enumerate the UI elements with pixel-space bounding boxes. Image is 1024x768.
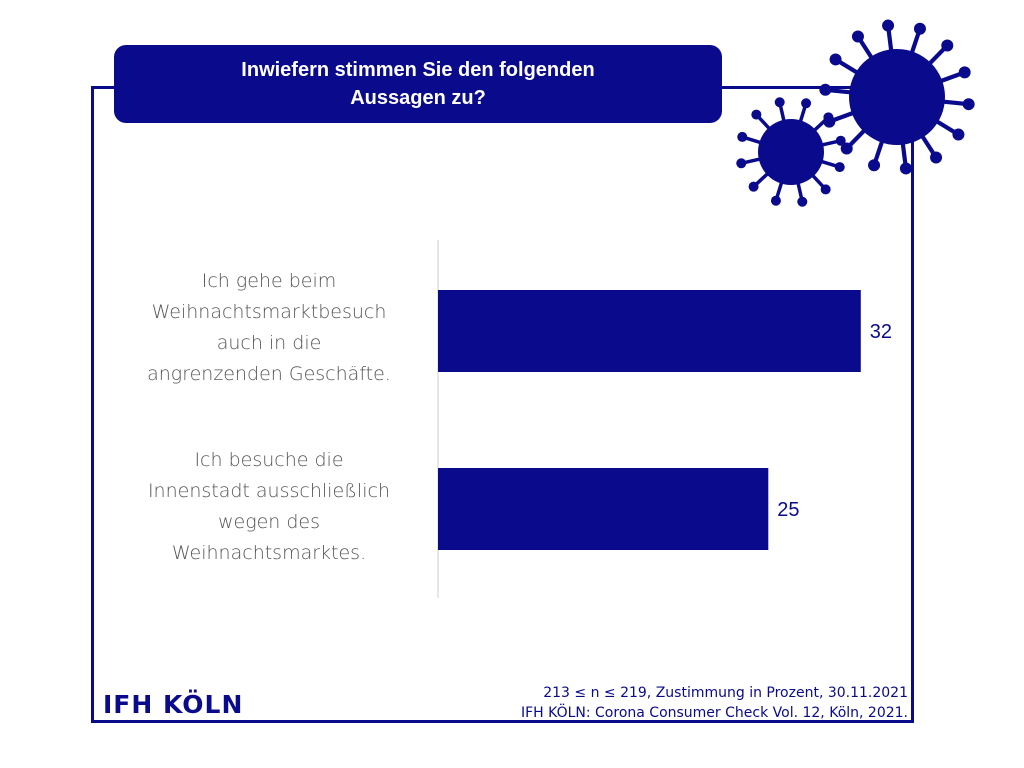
- category-label-line: wegen des: [217, 511, 321, 533]
- title-line-2: Aussagen zu?: [350, 87, 486, 109]
- bar-1: [438, 290, 861, 372]
- category-label-1: Ich gehe beim Weihnachtsmarktbesuch auch i…: [109, 266, 429, 390]
- footnote-source: IFH KÖLN: Corona Consumer Check Vol. 12,…: [521, 705, 908, 721]
- chart-title: Inwiefern stimmen Sie den folgenden Auss…: [114, 45, 722, 123]
- footnote-sample-info: 213 ≤ n ≤ 219, Zustimmung in Prozent, 30…: [543, 685, 908, 701]
- category-label-line: Ich besuche die: [194, 449, 344, 471]
- bar-value-label-2: 25: [777, 499, 799, 521]
- brand-logo: IFH KÖLN: [103, 690, 244, 719]
- footnote: 213 ≤ n ≤ 219, Zustimmung in Prozent, 30…: [521, 683, 908, 723]
- category-label-line: Weihnachtsmarktbesuch: [151, 301, 387, 323]
- virus-icon: [819, 19, 975, 175]
- category-label-2: Ich besuche die Innenstadt ausschließlich…: [109, 445, 429, 569]
- category-label-line: Innenstadt ausschließlich: [147, 480, 391, 502]
- category-label-line: Ich gehe beim: [201, 270, 337, 292]
- category-label-line: auch in die: [216, 332, 322, 354]
- category-label-line: Weihnachtsmarktes.: [171, 542, 367, 564]
- bar-2: [438, 468, 769, 550]
- virus-icon: [736, 97, 846, 207]
- category-label-line: angrenzenden Geschäfte.: [147, 363, 391, 385]
- bar-value-label-1: 32: [870, 321, 892, 343]
- title-line-1: Inwiefern stimmen Sie den folgenden: [241, 59, 595, 81]
